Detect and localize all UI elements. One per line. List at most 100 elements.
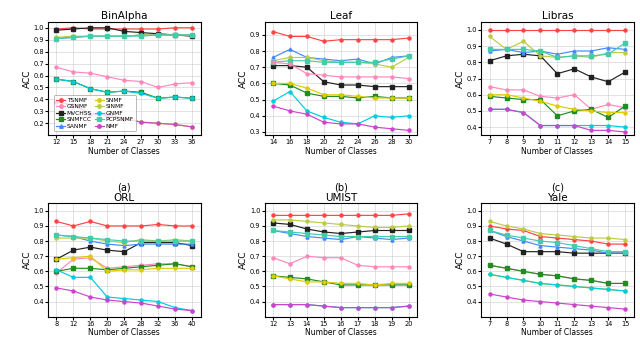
NMF bbox=[286, 109, 294, 113]
SINMF bbox=[70, 236, 77, 240]
NMF bbox=[486, 107, 493, 111]
GSNMF bbox=[172, 262, 179, 266]
GSNMF bbox=[286, 262, 294, 266]
SNMFCC bbox=[570, 277, 578, 281]
SNMF bbox=[621, 289, 629, 293]
GNMF bbox=[172, 95, 179, 99]
SNMF bbox=[154, 121, 162, 126]
Line: NMF: NMF bbox=[55, 100, 193, 128]
SINMF bbox=[320, 59, 328, 63]
SNMF bbox=[303, 280, 311, 284]
TSNMF bbox=[588, 239, 595, 243]
NMF bbox=[502, 295, 510, 299]
X-axis label: Number of Classes: Number of Classes bbox=[522, 328, 593, 337]
Line: PCPSNMF: PCPSNMF bbox=[271, 54, 410, 64]
Line: PCPSNMF: PCPSNMF bbox=[488, 41, 627, 59]
MVCHSS bbox=[86, 25, 94, 30]
SANMF bbox=[188, 242, 196, 246]
NMF bbox=[371, 305, 378, 310]
SNMF bbox=[588, 286, 595, 290]
Line: SANMF: SANMF bbox=[55, 33, 193, 40]
SNMF bbox=[286, 81, 294, 86]
NMF bbox=[371, 125, 378, 129]
SNMF bbox=[388, 281, 396, 286]
PCPSNMF bbox=[172, 239, 179, 243]
MVCHSS bbox=[354, 230, 362, 234]
NMF bbox=[120, 116, 128, 121]
NMF bbox=[588, 304, 595, 308]
X-axis label: Number of Classes: Number of Classes bbox=[522, 147, 593, 156]
SANMF bbox=[52, 233, 60, 237]
SANMF bbox=[404, 236, 412, 240]
Line: SNMFCC: SNMFCC bbox=[488, 95, 627, 119]
GSNMF bbox=[269, 256, 277, 260]
NMF bbox=[138, 120, 145, 124]
MVCHSS bbox=[70, 27, 77, 31]
GSNMF bbox=[52, 271, 60, 275]
SNMF bbox=[502, 275, 510, 280]
MVCHSS bbox=[371, 84, 378, 89]
SNMF bbox=[520, 96, 527, 100]
NMF bbox=[86, 295, 94, 299]
TSNMF bbox=[388, 37, 396, 42]
SANMF bbox=[52, 36, 60, 41]
SNMFCC bbox=[588, 278, 595, 282]
GSNMF bbox=[520, 269, 527, 273]
Line: PCPSNMF: PCPSNMF bbox=[55, 233, 193, 243]
SNMF bbox=[621, 110, 629, 115]
Line: PCPSNMF: PCPSNMF bbox=[55, 33, 193, 40]
PCPSNMF bbox=[52, 36, 60, 41]
NMF bbox=[154, 304, 162, 308]
TSNMF bbox=[604, 242, 612, 246]
TSNMF bbox=[621, 28, 629, 32]
NMF bbox=[554, 123, 561, 128]
MVCHSS bbox=[621, 251, 629, 256]
TSNMF bbox=[354, 213, 362, 218]
SNMF bbox=[70, 256, 77, 260]
GSNMF bbox=[588, 107, 595, 111]
MVCHSS bbox=[570, 67, 578, 71]
GNMF bbox=[502, 107, 510, 111]
PCPSNMF bbox=[354, 234, 362, 239]
SINMF bbox=[269, 218, 277, 222]
GNMF bbox=[52, 77, 60, 81]
SINMF bbox=[621, 237, 629, 242]
MVCHSS bbox=[337, 83, 344, 87]
SANMF bbox=[570, 49, 578, 53]
GNMF bbox=[621, 125, 629, 129]
TSNMF bbox=[269, 213, 277, 218]
NMF bbox=[320, 120, 328, 124]
SNMFCC bbox=[188, 96, 196, 100]
GNMF bbox=[354, 122, 362, 126]
GSNMF bbox=[303, 71, 311, 76]
PCPSNMF bbox=[86, 34, 94, 38]
SNMF bbox=[588, 109, 595, 113]
NMF bbox=[86, 112, 94, 116]
GSNMF bbox=[570, 92, 578, 97]
GNMF bbox=[570, 123, 578, 128]
NMF bbox=[536, 123, 544, 128]
SANMF bbox=[388, 237, 396, 242]
Line: TSNMF: TSNMF bbox=[271, 30, 410, 43]
SNMF bbox=[172, 122, 179, 127]
Line: SNMF: SNMF bbox=[488, 93, 627, 114]
Line: SNMF: SNMF bbox=[271, 274, 410, 286]
MVCHSS bbox=[172, 240, 179, 245]
NMF bbox=[604, 128, 612, 132]
SANMF bbox=[604, 46, 612, 50]
SINMF bbox=[502, 47, 510, 52]
NMF bbox=[154, 121, 162, 126]
SINMF bbox=[588, 236, 595, 240]
SANMF bbox=[486, 49, 493, 53]
NMF bbox=[502, 107, 510, 111]
MVCHSS bbox=[303, 65, 311, 70]
Line: GSNMF: GSNMF bbox=[55, 256, 193, 274]
Line: GNMF: GNMF bbox=[271, 303, 410, 309]
MVCHSS bbox=[188, 244, 196, 248]
PCPSNMF bbox=[486, 47, 493, 52]
TSNMF bbox=[371, 37, 378, 42]
NMF bbox=[286, 302, 294, 307]
GNMF bbox=[570, 284, 578, 289]
TSNMF bbox=[554, 28, 561, 32]
TSNMF bbox=[588, 28, 595, 32]
